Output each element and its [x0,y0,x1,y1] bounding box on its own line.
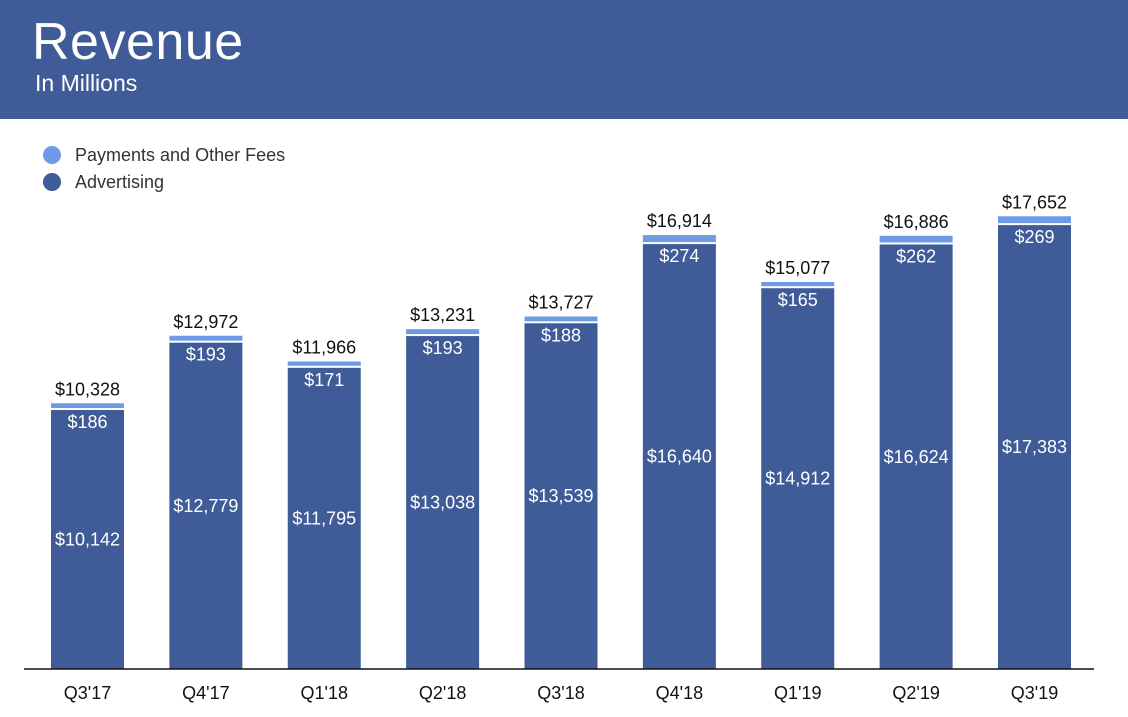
payments-label: $188 [541,325,581,345]
payments-label: $171 [304,370,344,390]
legend-label-payments: Payments and Other Fees [75,145,286,165]
payments-label: $269 [1014,227,1054,247]
total-label: $16,886 [884,212,949,232]
label-group: $10,328 $186 $10,142 Q3'17 $12,972 $193 $12,77… [55,192,1067,703]
x-tick-label: Q2'19 [892,683,939,703]
bar-advertising [406,336,480,669]
bar-payments [524,316,598,322]
advertising-label: $13,539 [528,486,593,506]
advertising-label: $17,383 [1002,437,1067,457]
legend-swatch-advertising-icon [43,173,61,191]
payments-label: $274 [659,246,699,266]
bar-payments [406,329,480,335]
payments-label: $165 [778,290,818,310]
bar-advertising [879,244,953,669]
bar-payments [879,235,953,243]
total-label: $10,328 [55,379,120,399]
bar-advertising [761,288,835,669]
total-label: $13,727 [528,292,593,312]
total-label: $12,972 [173,312,238,332]
legend-swatch-payments-icon [43,146,61,164]
bar-group [51,216,1071,669]
advertising-label: $10,142 [55,530,120,550]
bar-payments [51,403,124,409]
advertising-label: $13,038 [410,493,475,513]
x-tick-label: Q3'19 [1011,683,1058,703]
bar-advertising [998,225,1071,669]
bar-payments [169,335,243,341]
bar-advertising [287,367,361,669]
total-label: $13,231 [410,305,475,325]
header-banner: Revenue In Millions [0,0,1128,119]
payments-label: $193 [186,345,226,365]
total-label: $15,077 [765,258,830,278]
bar-advertising [169,342,243,669]
bar-advertising [524,323,598,669]
payments-label: $193 [423,338,463,358]
payments-label: $186 [67,412,107,432]
total-label: $11,966 [292,337,356,357]
advertising-label: $14,912 [765,469,830,489]
advertising-label: $11,795 [292,508,356,528]
bar-advertising [642,244,716,669]
total-label: $16,914 [647,211,712,231]
legend-label-advertising: Advertising [75,172,165,192]
page-subtitle: In Millions [35,70,138,96]
bar-payments [642,235,716,243]
advertising-label: $16,624 [884,447,949,467]
bar-payments [761,282,835,287]
x-tick-label: Q3'18 [537,683,584,703]
advertising-label: $16,640 [647,447,712,467]
bar-advertising [51,410,124,669]
bar-payments [998,216,1071,224]
x-tick-label: Q3'17 [64,683,111,703]
advertising-label: $12,779 [173,496,238,516]
x-tick-label: Q1'18 [301,683,348,703]
bar-payments [287,361,361,366]
x-tick-label: Q4'17 [182,683,229,703]
page-title: Revenue [32,13,244,71]
x-tick-label: Q2'18 [419,683,466,703]
total-label: $17,652 [1002,192,1067,212]
x-tick-label: Q1'19 [774,683,821,703]
payments-label: $262 [896,247,936,267]
x-tick-label: Q4'18 [656,683,703,703]
